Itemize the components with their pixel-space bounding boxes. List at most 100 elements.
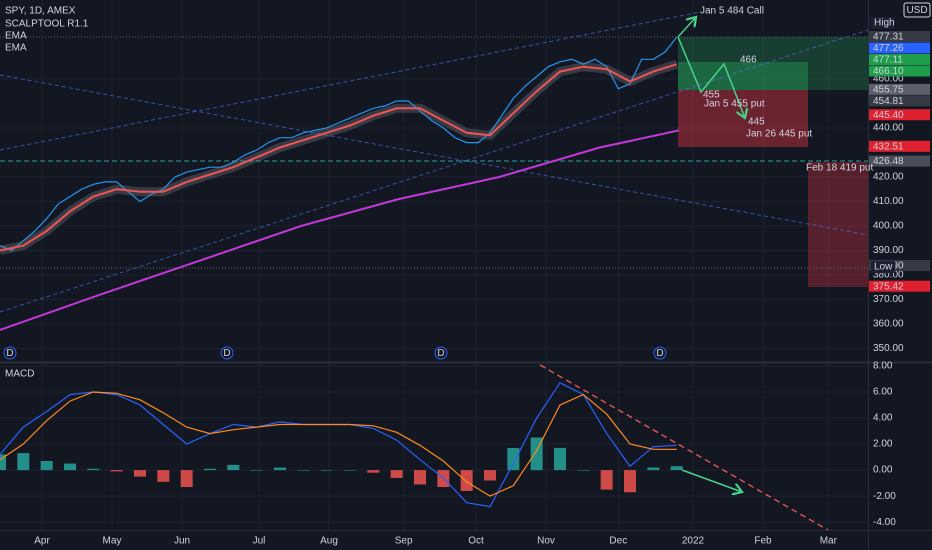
price-tag-label: 477.26 bbox=[873, 43, 904, 54]
histogram-bar bbox=[110, 470, 123, 472]
histogram-bar bbox=[17, 453, 30, 471]
histogram-bar bbox=[64, 463, 76, 471]
marker-box bbox=[871, 17, 895, 29]
event-label: D bbox=[223, 348, 230, 359]
annotation: Feb 18 419 put bbox=[806, 163, 873, 174]
arrow bbox=[681, 469, 742, 492]
price-tag-label: 445.40 bbox=[873, 110, 904, 121]
event-marker bbox=[653, 346, 667, 360]
indicator-label: SCALPTOOL R1.1 bbox=[5, 19, 89, 30]
histogram-bar bbox=[320, 470, 333, 471]
x-tick-label: May bbox=[103, 536, 122, 547]
ema-line bbox=[0, 63, 678, 252]
x-tick-label: Dec bbox=[609, 536, 627, 547]
pane-title: MACD bbox=[5, 369, 34, 380]
y-tick-label: 410.00 bbox=[873, 196, 904, 207]
histogram-bar bbox=[297, 470, 310, 471]
y-tick-label: 360.00 bbox=[873, 319, 904, 330]
plot bbox=[0, 36, 683, 508]
histogram-bar bbox=[670, 466, 683, 471]
price-tag bbox=[869, 53, 930, 65]
price-tag bbox=[869, 30, 930, 42]
histogram-bar bbox=[484, 470, 496, 481]
y-tick-label: 4.00 bbox=[873, 413, 893, 424]
histogram-bar bbox=[600, 470, 613, 490]
y-tick-label: 440.00 bbox=[873, 123, 904, 134]
price-tag bbox=[869, 95, 930, 107]
event-label: D bbox=[656, 348, 663, 359]
histogram-bar bbox=[647, 467, 660, 471]
price-tag-label: 375.42 bbox=[873, 281, 904, 292]
x-tick-label: Mar bbox=[820, 536, 838, 547]
marker-label: Low bbox=[874, 262, 893, 273]
x-tick-label: Sep bbox=[395, 536, 413, 547]
price-tag bbox=[869, 280, 930, 292]
ema-line bbox=[0, 129, 680, 331]
histogram-bar bbox=[0, 454, 6, 471]
chart-title: SPY, 1D, AMEX bbox=[5, 6, 76, 17]
y-tick-label: -4.00 bbox=[873, 517, 896, 528]
histogram-bar bbox=[87, 468, 100, 471]
x-tick-label: Aug bbox=[320, 536, 338, 547]
price-tag-label: 426.48 bbox=[873, 156, 904, 167]
event-marker bbox=[434, 346, 448, 360]
price-tag-label: 477.31 bbox=[873, 32, 904, 43]
price-tag-label: 477.11 bbox=[873, 55, 903, 66]
trend-line bbox=[0, 29, 869, 313]
y-tick-label: 460.00 bbox=[873, 74, 904, 85]
event-label: D bbox=[437, 348, 444, 359]
legend-label: EMA bbox=[5, 43, 27, 54]
histogram-bar bbox=[40, 460, 53, 471]
annotation: 445 bbox=[748, 117, 765, 128]
annotation: Jan 5 484 Call bbox=[700, 6, 764, 17]
price-tag bbox=[869, 65, 930, 77]
price-line bbox=[0, 36, 678, 252]
price-tag bbox=[869, 83, 930, 95]
price-tag-label: 466.10 bbox=[873, 66, 904, 77]
histogram-bar bbox=[507, 447, 520, 471]
y-tick-label: 8.00 bbox=[873, 361, 893, 372]
event-label: D bbox=[6, 348, 13, 359]
histogram-bar bbox=[157, 470, 170, 482]
histogram-bar bbox=[274, 467, 286, 471]
currency[interactable]: USD bbox=[906, 5, 927, 16]
macd-line bbox=[0, 391, 677, 497]
price-tag bbox=[869, 259, 930, 271]
event-marker bbox=[220, 346, 234, 360]
x-tick-label: 2022 bbox=[682, 536, 705, 547]
y-tick-label: 420.00 bbox=[873, 172, 904, 183]
histogram-bar bbox=[134, 470, 146, 477]
y-tick-label: -2.00 bbox=[873, 491, 896, 502]
x-tick-label: Feb bbox=[754, 536, 772, 547]
histogram-bar bbox=[204, 468, 216, 471]
histogram-bar bbox=[624, 470, 636, 493]
price-tag bbox=[869, 155, 930, 167]
profit-zone bbox=[678, 62, 808, 90]
histogram-bar bbox=[227, 464, 240, 471]
histogram-bar bbox=[367, 470, 380, 473]
y-tick-label: 2.00 bbox=[873, 439, 893, 450]
zones bbox=[0, 11, 869, 313]
labels: SPY, 1D, AMEX SCALPTOOL R1.1 EMA EMA MAC… bbox=[3, 2, 931, 547]
x-tick-label: Oct bbox=[468, 536, 484, 547]
currency-box[interactable] bbox=[903, 2, 931, 18]
x-tick-label: Apr bbox=[34, 536, 50, 547]
histogram-bar bbox=[414, 470, 426, 485]
marker-box bbox=[871, 261, 895, 273]
annotation: Jan 26 445 put bbox=[746, 129, 812, 140]
y-tick-label: 380.00 bbox=[873, 270, 904, 281]
x-tick-label: Jun bbox=[174, 536, 190, 547]
y-tick-label: 400.00 bbox=[873, 221, 904, 232]
x-tick-label: Jul bbox=[253, 536, 266, 547]
macd-trend-line bbox=[539, 364, 829, 531]
annotation: Jan 5 455 put bbox=[704, 99, 765, 110]
arrow bbox=[677, 17, 696, 38]
x-tick-label: Nov bbox=[537, 536, 555, 547]
arrow bbox=[677, 36, 745, 118]
histogram-bar bbox=[250, 470, 263, 471]
price-tag bbox=[869, 109, 930, 121]
y-tick-label: 370.00 bbox=[873, 294, 904, 305]
histogram-bar bbox=[460, 470, 473, 491]
